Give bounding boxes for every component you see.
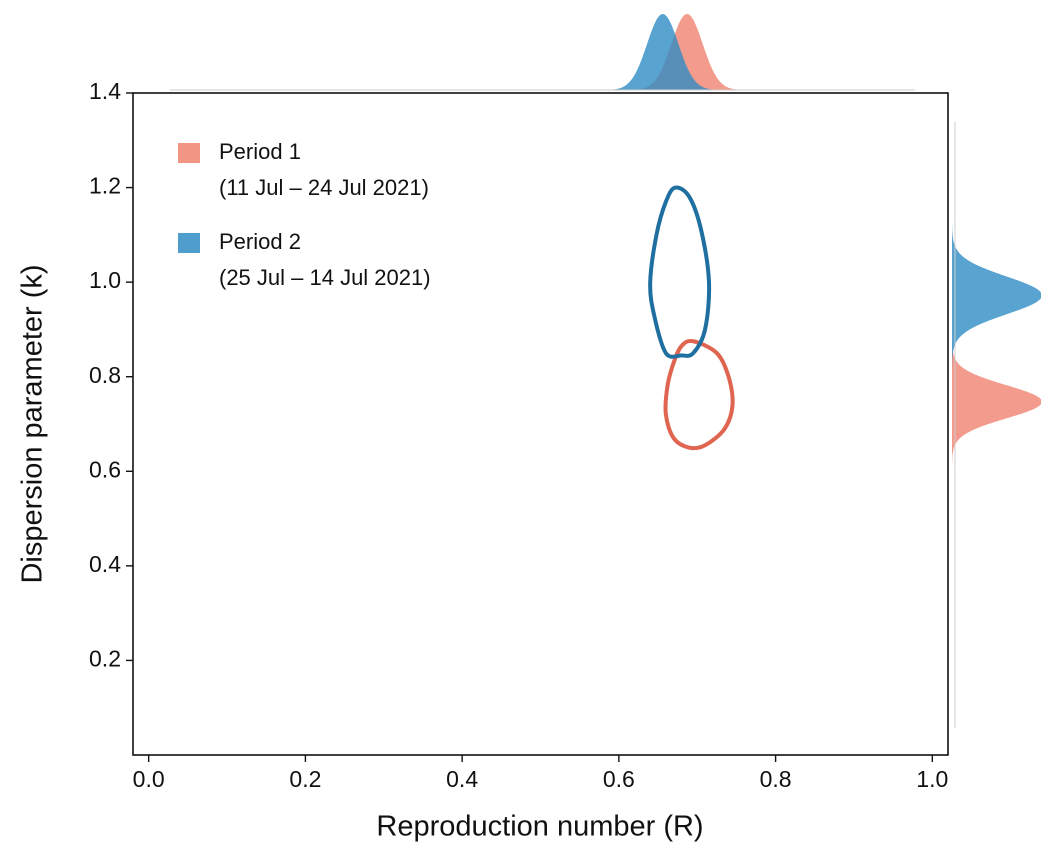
y-tick-label: 0.4 <box>89 551 121 577</box>
legend-period: (11 Jul – 24 Jul 2021) <box>219 175 429 200</box>
marginal-k <box>952 219 1041 371</box>
plot-frame <box>132 92 949 756</box>
y-tick-label: 1.4 <box>89 78 121 104</box>
contour <box>648 185 712 359</box>
legend-period: (25 Jul – 14 Jul 2021) <box>219 265 431 290</box>
y-axis-label: Dispersion parameter (k) <box>17 264 49 583</box>
y-tick-label: 1.0 <box>89 267 121 293</box>
x-tick-label: 0.8 <box>760 766 792 792</box>
x-axis-label: Reproduction number (R) <box>376 811 703 843</box>
x-tick-label: 1.0 <box>916 766 948 792</box>
x-tick-label: 0.0 <box>133 766 165 792</box>
x-tick-label: 0.6 <box>603 766 635 792</box>
legend-swatch <box>178 143 200 163</box>
y-tick-label: 1.2 <box>89 173 121 199</box>
x-tick-label: 0.2 <box>289 766 321 792</box>
marginal-k <box>952 335 1041 468</box>
x-tick-label: 0.4 <box>446 766 478 792</box>
y-tick-label: 0.2 <box>89 646 121 672</box>
y-tick-label: 0.6 <box>89 456 121 482</box>
legend-label: Period 2 <box>219 229 301 254</box>
marginal-r <box>624 14 750 90</box>
marginal-r <box>600 14 726 90</box>
contour <box>663 338 735 451</box>
legend-swatch <box>178 233 200 253</box>
y-tick-label: 0.8 <box>89 362 121 388</box>
legend-label: Period 1 <box>219 139 301 164</box>
